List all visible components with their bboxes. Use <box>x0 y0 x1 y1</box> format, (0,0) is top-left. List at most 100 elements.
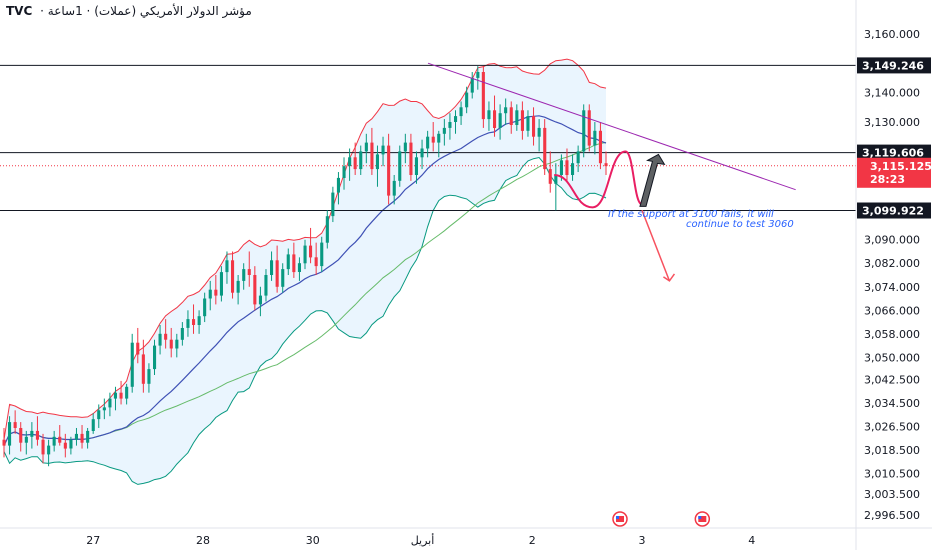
y-tick-label: 3,018.500 <box>864 444 920 457</box>
x-tick-label: 4 <box>748 534 755 547</box>
level-price-label: 3,119.606 <box>862 147 924 160</box>
candle-body <box>309 245 313 258</box>
candle-body <box>598 130 602 164</box>
symbol-label: TVC <box>6 4 33 18</box>
candle-body <box>91 419 95 431</box>
y-tick-label: 3,026.500 <box>864 421 920 434</box>
candle-body <box>113 392 117 399</box>
y-tick-label: 3,090.000 <box>864 234 920 247</box>
candle-body <box>35 430 39 440</box>
y-tick-label: 3,042.500 <box>864 373 920 386</box>
candle-body <box>119 392 123 399</box>
instrument-title: مؤشر الدولار الأمريكي (عملات) <box>94 4 252 18</box>
current-price-label: 3,115.125 <box>870 160 932 173</box>
y-tick-label: 3,050.000 <box>864 351 920 364</box>
bollinger-band-fill <box>4 59 606 485</box>
level-price-tag <box>857 202 931 219</box>
candle-body <box>297 263 301 272</box>
x-tick-label: 2 <box>529 534 536 547</box>
candle-body <box>571 163 575 175</box>
y-tick-label: 3,066.000 <box>864 304 920 317</box>
candle-body <box>236 280 240 293</box>
arrow-up <box>639 153 666 207</box>
candle-body <box>270 260 274 275</box>
candle-body <box>225 260 229 273</box>
candle-body <box>431 136 435 143</box>
flag-stripes <box>698 516 707 522</box>
candle-body <box>180 328 184 340</box>
candle-body <box>342 166 346 178</box>
annotation-line-2: continue to test 3060 <box>686 219 794 230</box>
candle-body <box>253 275 257 305</box>
candle-body <box>130 342 134 387</box>
candle-body <box>420 148 424 158</box>
candle-body <box>80 433 84 443</box>
interval-label: 1ساعة <box>47 4 83 18</box>
candle-body <box>437 133 441 143</box>
y-tick-label: 3,034.500 <box>864 397 920 410</box>
candle-body <box>493 110 497 128</box>
candle-body <box>74 433 78 440</box>
candle-body <box>8 422 12 446</box>
y-tick-label: 3,003.500 <box>864 488 920 501</box>
candle-body <box>509 107 513 125</box>
candle-body <box>58 436 62 443</box>
candle-body <box>353 157 357 170</box>
candle-body <box>498 113 502 128</box>
candle-body <box>359 151 363 170</box>
y-tick-label: 3,140.000 <box>864 87 920 100</box>
flag-icon <box>694 511 711 527</box>
candle-body <box>476 72 480 78</box>
candle-body <box>387 145 391 196</box>
candle-body <box>63 442 67 449</box>
candle-body <box>515 110 519 125</box>
candle-body <box>2 439 6 446</box>
y-tick-label: 3,058.000 <box>864 328 920 341</box>
flag-stripes <box>616 516 624 522</box>
x-tick-label: 30 <box>306 534 320 547</box>
candle-body <box>381 145 385 155</box>
candle-body <box>409 142 413 175</box>
separator: · <box>40 4 44 18</box>
candle-body <box>275 260 279 287</box>
candle-body <box>153 345 157 370</box>
candle-body <box>214 289 218 296</box>
y-tick-label: 3,010.500 <box>864 468 920 481</box>
x-tick-label: 28 <box>196 534 210 547</box>
candle-body <box>481 72 485 120</box>
candle-body <box>537 127 541 137</box>
candle-body <box>19 428 23 443</box>
separator: · <box>86 4 91 18</box>
bollinger-lower-line <box>3 156 607 485</box>
candle-body <box>203 298 207 317</box>
candle-body <box>526 116 530 131</box>
candle-body <box>348 157 352 167</box>
candle-body <box>292 254 296 273</box>
candle-body <box>442 127 446 134</box>
level-price-tag <box>857 144 931 161</box>
arrow-down-shaft <box>641 210 671 282</box>
candle-body <box>543 127 547 170</box>
candle-body <box>398 151 402 181</box>
candle-body <box>520 110 524 131</box>
candle-body <box>125 386 129 399</box>
level-price-label: 3,099.922 <box>862 205 924 218</box>
candle-body <box>41 439 45 455</box>
candle-body <box>208 289 212 299</box>
y-tick-label: 3,130.000 <box>864 116 920 129</box>
level-price-tag <box>857 57 931 74</box>
x-tick-label: أبريل <box>411 533 435 547</box>
flag-canton <box>616 516 619 519</box>
candle-body <box>169 339 173 349</box>
candle-body <box>487 110 491 120</box>
candle-body <box>30 430 34 437</box>
candle-body <box>593 130 597 146</box>
candle-body <box>454 116 458 122</box>
candle-body <box>426 136 430 149</box>
y-tick-label: 3,082.000 <box>864 257 920 270</box>
candle-body <box>86 430 90 443</box>
countdown-label: 28:23 <box>870 173 905 186</box>
